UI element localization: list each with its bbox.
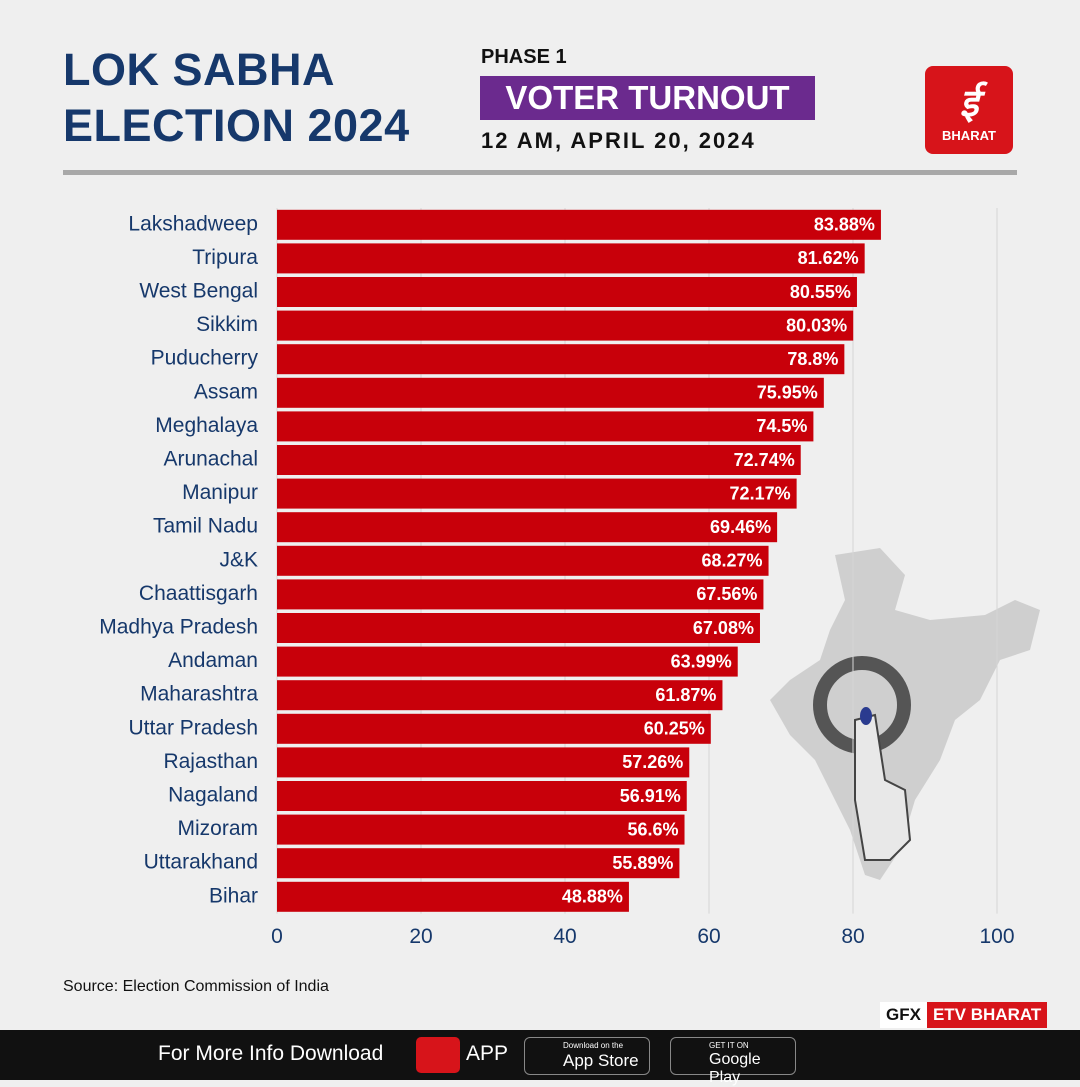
value-label: 61.87% [655, 685, 716, 705]
value-label: 81.62% [798, 248, 859, 268]
googleplay-label: Google Play [709, 1051, 761, 1086]
appstore-button[interactable]: Download on the App Store [524, 1037, 650, 1075]
y-tick-label: Meghalaya [155, 414, 258, 437]
gfx-badge: GFX ETV BHARAT [880, 1002, 1048, 1028]
value-label: 83.88% [814, 215, 875, 235]
y-tick-label: Uttar Pradesh [128, 716, 258, 739]
x-tick-label: 40 [553, 925, 576, 948]
footer-text: For More Info Download [158, 1042, 384, 1065]
x-tick-label: 60 [697, 925, 720, 948]
phase-label: PHASE 1 [481, 46, 567, 68]
x-tick-label: 20 [409, 925, 432, 948]
y-tick-label: Tripura [192, 246, 258, 269]
bar [277, 713, 711, 744]
bar [277, 613, 760, 643]
appstore-label: App Store [563, 1051, 639, 1070]
value-label: 48.88% [562, 887, 623, 907]
bar [277, 848, 680, 879]
value-label: 68.27% [701, 551, 762, 571]
logo-text: BHARAT [942, 128, 996, 143]
bar [277, 377, 824, 408]
value-label: 55.89% [612, 853, 673, 873]
map-illustration [770, 548, 1040, 880]
x-tick-label: 100 [979, 925, 1014, 948]
bar [277, 680, 723, 711]
y-tick-label: Uttarakhand [144, 851, 258, 874]
logo-mark: ई [959, 83, 979, 125]
bar [277, 243, 865, 274]
value-label: 80.03% [786, 315, 847, 335]
y-tick-label: Maharashtra [140, 683, 258, 706]
bar [277, 445, 801, 475]
y-tick-label: Andaman [168, 649, 258, 672]
bar [277, 545, 769, 576]
value-label: 80.55% [790, 282, 851, 302]
bar [277, 277, 857, 307]
value-label: 75.95% [757, 383, 818, 403]
value-label: 56.91% [620, 786, 681, 806]
bar [277, 747, 690, 778]
appstore-small: Download on the [563, 1041, 624, 1050]
value-label: 72.74% [734, 450, 795, 470]
bar [277, 209, 881, 240]
y-tick-label: Bihar [209, 884, 258, 907]
y-tick-label: Tamil Nadu [153, 515, 258, 538]
chart-title: LOK SABHA ELECTION 2024 [63, 44, 410, 151]
value-label: 69.46% [710, 517, 771, 537]
footer-logo [416, 1037, 460, 1073]
badge-prefix: GFX [880, 1002, 927, 1028]
y-tick-label: Manipur [182, 481, 258, 504]
y-tick-label: Sikkim [196, 313, 258, 336]
y-tick-label: Puducherry [151, 347, 259, 370]
y-tick-label: Chaattisgarh [139, 582, 258, 605]
bar [277, 310, 854, 341]
date-label: 12 AM, APRIL 20, 2024 [481, 128, 756, 153]
value-label: 72.17% [730, 483, 791, 503]
y-tick-label: Arunachal [163, 448, 258, 471]
source-note: Source: Election Commission of India [63, 978, 329, 995]
bar [277, 814, 685, 845]
bar [277, 781, 687, 811]
y-tick-label: Mizoram [177, 817, 258, 840]
footer-app: APP [466, 1042, 509, 1065]
bar [277, 512, 778, 543]
logo: ई BHARAT [925, 66, 1013, 154]
value-label: 63.99% [671, 651, 732, 671]
chart: 0 20 40 60 80 100 Lakshadweep 83.88% Tripura 81.6… [99, 208, 1040, 948]
bar [277, 646, 738, 677]
x-tick-label: 0 [271, 925, 283, 948]
x-tick-label: 80 [841, 925, 864, 948]
googleplay-small: GET IT ON [709, 1041, 749, 1050]
y-tick-label: Nagaland [168, 784, 258, 807]
value-label: 67.08% [693, 618, 754, 638]
y-tick-label: Madhya Pradesh [99, 616, 258, 639]
value-label: 57.26% [622, 752, 683, 772]
bar [277, 881, 629, 912]
value-label: 78.8% [787, 349, 838, 369]
bar [277, 478, 797, 509]
divider [63, 170, 1017, 175]
y-tick-label: Assam [194, 380, 258, 403]
badge-name: ETV BHARAT [926, 1002, 1048, 1028]
bar [277, 344, 845, 375]
value-label: 60.25% [644, 719, 705, 739]
y-tick-label: West Bengal [139, 280, 258, 303]
value-label: 56.6% [627, 819, 678, 839]
value-label: 67.56% [696, 584, 757, 604]
y-tick-label: Rajasthan [163, 750, 258, 773]
y-tick-label: J&K [219, 548, 258, 571]
value-label: 74.5% [756, 416, 807, 436]
bar [277, 579, 764, 610]
chart-subtitle: VOTER TURNOUT [480, 76, 815, 120]
googleplay-button[interactable]: GET IT ON Google Play [670, 1037, 796, 1086]
bar [277, 411, 814, 442]
footer: For More Info Download APP Download on t… [0, 1030, 1080, 1086]
y-tick-label: Lakshadweep [128, 212, 258, 235]
